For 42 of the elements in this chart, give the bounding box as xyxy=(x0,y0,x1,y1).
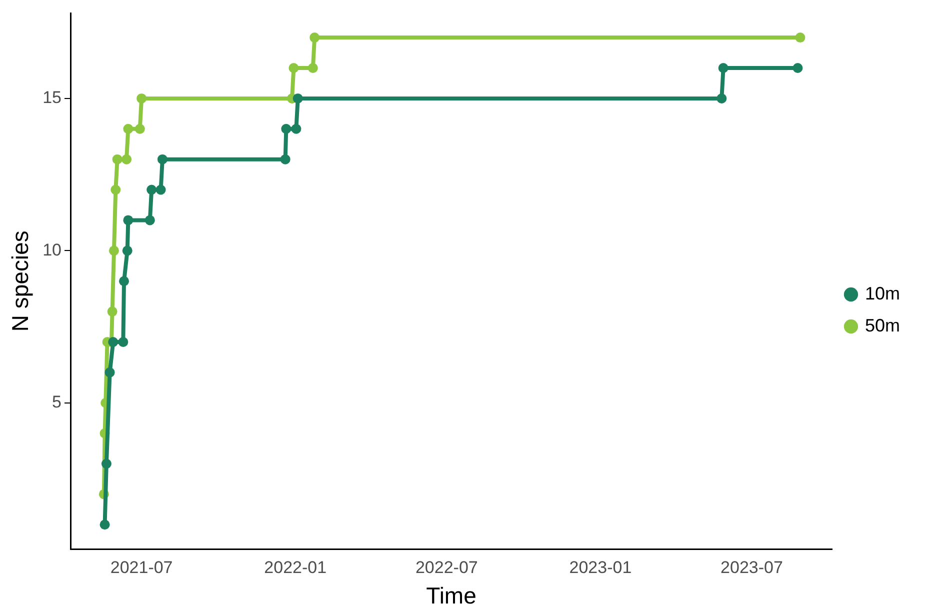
point xyxy=(112,154,122,164)
point xyxy=(288,63,299,73)
point xyxy=(281,124,292,134)
y-tick-label: 15 xyxy=(42,88,62,108)
point xyxy=(280,154,290,164)
point xyxy=(291,124,302,134)
x-tick-label: 2022-01 xyxy=(264,558,327,577)
point xyxy=(156,184,166,195)
point xyxy=(123,215,134,226)
point xyxy=(308,63,318,73)
x-tick-label: 2022-07 xyxy=(415,558,478,577)
point xyxy=(134,124,145,134)
x-tick-label: 2023-01 xyxy=(569,558,632,577)
point xyxy=(118,336,128,347)
point xyxy=(104,367,115,378)
legend-label: 50m xyxy=(864,315,900,336)
point xyxy=(310,32,320,43)
x-tick-label: 2021-07 xyxy=(110,558,173,577)
point xyxy=(107,306,118,317)
point xyxy=(144,215,155,226)
y-tick-label: 5 xyxy=(52,392,62,412)
point xyxy=(123,124,134,134)
point xyxy=(795,32,806,43)
point xyxy=(716,93,727,104)
point xyxy=(108,246,119,256)
point xyxy=(122,154,132,164)
y-axis-title: N species xyxy=(7,230,34,332)
x-axis-title: Time xyxy=(426,582,476,609)
point xyxy=(122,246,132,256)
point xyxy=(110,184,121,195)
x-tick-label: 2023-07 xyxy=(720,558,783,577)
y-tick-label: 10 xyxy=(42,240,62,260)
point xyxy=(101,458,112,469)
point xyxy=(119,276,130,286)
legend-label: 10m xyxy=(864,283,900,304)
point xyxy=(157,154,168,164)
point xyxy=(100,520,110,530)
point xyxy=(792,63,803,73)
point xyxy=(718,63,728,73)
point xyxy=(292,93,303,104)
point xyxy=(146,184,157,195)
point xyxy=(136,93,147,104)
